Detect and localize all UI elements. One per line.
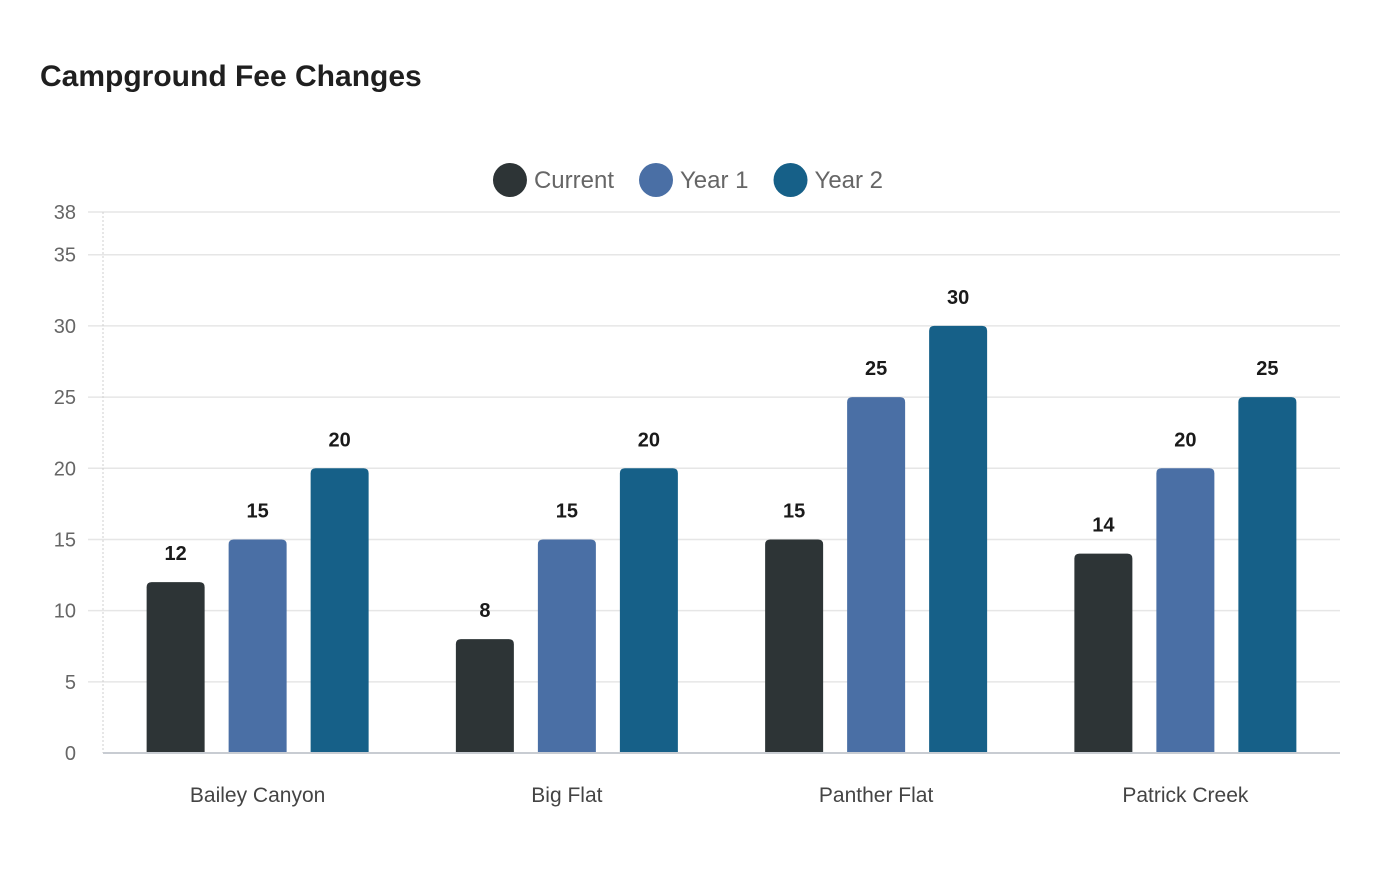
- y-tick-label: 0: [65, 743, 76, 765]
- bar: [619, 468, 678, 753]
- x-category-label: Panther Flat: [819, 784, 934, 807]
- data-label: 15: [247, 500, 269, 522]
- bar: [228, 539, 287, 753]
- data-label: 15: [783, 500, 805, 522]
- bar: [146, 582, 205, 753]
- x-category-label: Big Flat: [531, 784, 602, 807]
- x-category-label: Patrick Creek: [1122, 784, 1249, 807]
- y-tick-label: 35: [54, 245, 76, 267]
- legend-label: Year 2: [815, 167, 884, 194]
- data-label: 20: [1174, 429, 1196, 451]
- legend-swatch: [492, 163, 527, 197]
- bar: [1156, 468, 1215, 753]
- y-tick-label: 5: [65, 672, 76, 694]
- x-category-label: Bailey Canyon: [190, 784, 325, 807]
- bar: [847, 397, 906, 753]
- data-label: 25: [865, 358, 887, 380]
- data-label: 30: [947, 287, 969, 309]
- bar: [310, 468, 369, 753]
- bar: [1074, 553, 1133, 753]
- x-axis: Bailey Canyon Big Flat Panther Flat Patrick…: [103, 752, 1340, 807]
- legend: Current Year 1 Year 2: [492, 163, 884, 197]
- y-axis: 0 5 10 15 20 25 30 35 38: [54, 202, 104, 765]
- legend-label: Year 1: [680, 167, 749, 194]
- legend-swatch: [639, 163, 673, 197]
- y-tick-label: 25: [54, 387, 76, 409]
- legend-label: Current: [534, 167, 614, 194]
- grid-lines: [88, 211, 1340, 683]
- bars: [146, 325, 1297, 753]
- y-tick-label: 20: [54, 458, 76, 480]
- y-tick-label: 15: [54, 529, 76, 551]
- legend-swatch: [773, 163, 808, 197]
- chart-title: Campground Fee Changes: [40, 60, 422, 93]
- y-tick-label: 10: [54, 601, 76, 623]
- data-label: 8: [479, 600, 490, 622]
- y-tick-label: 30: [54, 316, 76, 338]
- bar: [455, 639, 514, 753]
- data-label: 15: [556, 500, 578, 522]
- data-label: 20: [329, 429, 351, 451]
- data-label: 20: [638, 429, 660, 451]
- y-tick-label: 38: [54, 202, 76, 224]
- bar: [537, 539, 596, 753]
- bar: [1238, 397, 1297, 753]
- data-label: 25: [1256, 358, 1278, 380]
- data-label: 14: [1092, 515, 1115, 537]
- bar: [765, 539, 824, 753]
- bar: [929, 325, 988, 753]
- data-label: 12: [165, 543, 187, 565]
- data-labels: 12 15 20 8 15 20 15 25 30 14 20 25: [165, 287, 1279, 622]
